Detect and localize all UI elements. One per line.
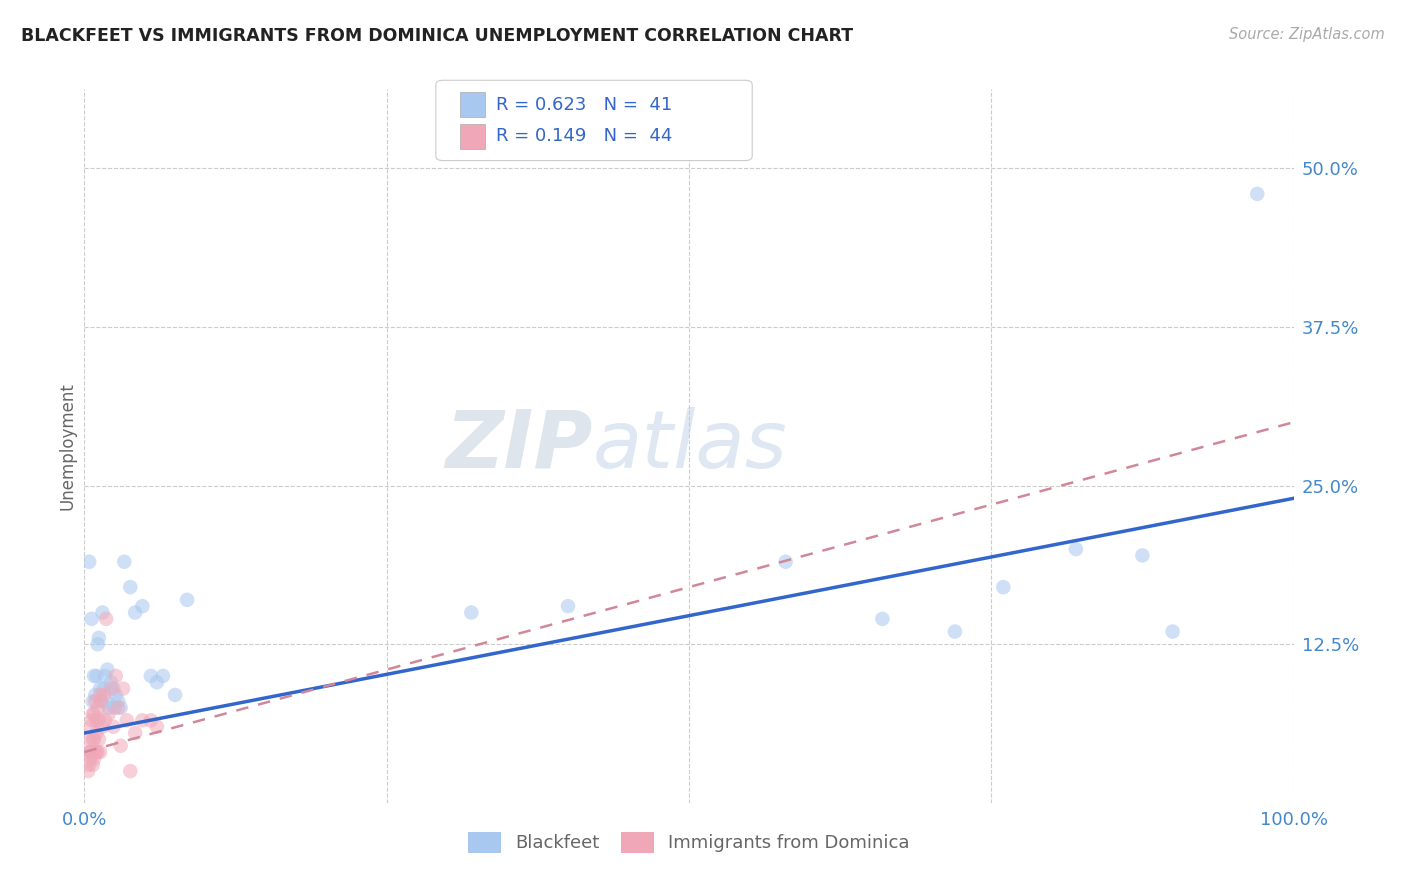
Point <box>90 694 112 708</box>
Point <box>83 669 105 683</box>
Point <box>97 700 120 714</box>
Point <box>86 745 108 759</box>
Point <box>1161 624 1184 639</box>
Point <box>131 714 153 728</box>
Text: BLACKFEET VS IMMIGRANTS FROM DOMINICA UNEMPLOYMENT CORRELATION CHART: BLACKFEET VS IMMIGRANTS FROM DOMINICA UN… <box>21 27 853 45</box>
Point <box>87 732 110 747</box>
Point <box>557 599 579 614</box>
Point <box>146 675 169 690</box>
Point <box>112 681 135 696</box>
Point <box>82 757 104 772</box>
Point <box>107 700 129 714</box>
Point <box>89 745 111 759</box>
Point <box>77 555 100 569</box>
Point <box>104 688 127 702</box>
Point <box>103 681 125 696</box>
Point <box>86 714 108 728</box>
Point <box>100 675 122 690</box>
Point <box>83 706 105 721</box>
Point <box>84 745 107 759</box>
Point <box>89 681 111 696</box>
Point <box>82 706 104 721</box>
Point <box>93 681 115 696</box>
Point <box>80 745 103 759</box>
Point <box>124 606 146 620</box>
Text: Source: ZipAtlas.com: Source: ZipAtlas.com <box>1229 27 1385 42</box>
Point <box>103 720 125 734</box>
Point <box>139 669 162 683</box>
Point <box>82 694 104 708</box>
Point <box>115 714 138 728</box>
Point <box>993 580 1015 594</box>
Point <box>872 612 894 626</box>
Point <box>84 694 107 708</box>
Point <box>82 732 104 747</box>
Point <box>94 669 117 683</box>
Point <box>131 599 153 614</box>
Point <box>90 694 112 708</box>
Point <box>107 694 129 708</box>
Point <box>96 663 118 677</box>
Point <box>104 669 127 683</box>
Point <box>84 688 107 702</box>
Point <box>77 764 100 778</box>
Point <box>86 700 108 714</box>
Point <box>89 688 111 702</box>
Point <box>1132 549 1154 563</box>
Point <box>87 631 110 645</box>
Point <box>943 624 966 639</box>
Point <box>83 751 105 765</box>
Point <box>93 688 115 702</box>
Point <box>112 555 135 569</box>
Y-axis label: Unemployment: Unemployment <box>58 382 76 510</box>
Point <box>79 745 101 759</box>
Legend: Blackfeet, Immigrants from Dominica: Blackfeet, Immigrants from Dominica <box>460 822 918 862</box>
Point <box>80 612 103 626</box>
Point <box>77 732 100 747</box>
Point <box>1246 186 1268 201</box>
Text: R = 0.623   N =  41: R = 0.623 N = 41 <box>496 95 672 113</box>
Point <box>94 714 117 728</box>
Point <box>120 764 142 778</box>
Point <box>91 720 114 734</box>
Point <box>139 714 162 728</box>
Text: R = 0.149   N =  44: R = 0.149 N = 44 <box>496 128 672 145</box>
Point <box>77 745 100 759</box>
Point <box>83 732 105 747</box>
Point <box>110 739 132 753</box>
Point <box>110 700 132 714</box>
Point <box>77 757 100 772</box>
Point <box>460 606 482 620</box>
Point <box>104 700 127 714</box>
Point <box>91 606 114 620</box>
Point <box>87 714 110 728</box>
Point <box>86 745 108 759</box>
Point <box>97 706 120 721</box>
Point <box>94 612 117 626</box>
Point <box>86 637 108 651</box>
Text: atlas: atlas <box>592 407 787 485</box>
Point <box>120 580 142 594</box>
Point <box>176 592 198 607</box>
Point <box>775 555 797 569</box>
Point <box>80 714 103 728</box>
Text: ZIP: ZIP <box>444 407 592 485</box>
Point <box>94 694 117 708</box>
Point <box>124 726 146 740</box>
Point <box>100 681 122 696</box>
Point <box>165 688 187 702</box>
Point <box>1064 542 1087 557</box>
Point <box>79 751 101 765</box>
Point <box>86 726 108 740</box>
Point <box>152 669 174 683</box>
Point <box>79 720 101 734</box>
Point <box>146 720 169 734</box>
Point <box>86 669 108 683</box>
